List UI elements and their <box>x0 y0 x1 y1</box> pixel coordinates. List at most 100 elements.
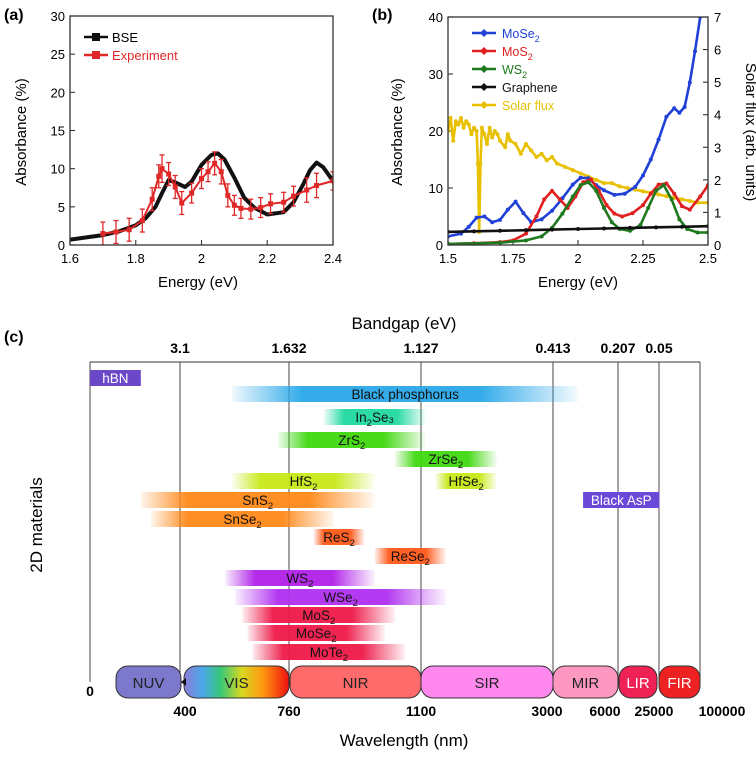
series-point-solar-flux <box>544 158 549 163</box>
material-bar-sns2 <box>140 492 375 508</box>
wavelength-tick-label: 0 <box>86 683 94 699</box>
experiment-point <box>166 171 172 177</box>
series-point-solar-flux <box>503 145 508 150</box>
series-point-ws2 <box>628 228 632 233</box>
series-point-solar-flux <box>602 181 606 186</box>
material-bar-mose2 <box>247 625 385 641</box>
experiment-point <box>100 231 106 237</box>
panel-a-ytick-label: 10 <box>51 162 65 177</box>
series-point-ws2 <box>560 211 565 216</box>
series-point-graphene <box>524 228 528 233</box>
series-point-solar-flux <box>687 199 692 204</box>
series-point-mose2 <box>466 224 471 229</box>
panel-a-ytick-label: 0 <box>58 238 65 253</box>
series-point-solar-flux <box>466 122 471 127</box>
spectrum-region-fir <box>658 665 701 699</box>
series-point-ws2 <box>578 183 583 188</box>
material-bar-black-asp <box>583 492 660 508</box>
material-bar-zrs2 <box>278 432 426 448</box>
panel-a-xlabel: Energy (eV) <box>158 274 238 291</box>
experiment-point <box>314 182 320 188</box>
series-point-mos2 <box>656 182 661 187</box>
series-point-solar-flux <box>656 192 661 197</box>
panel-b-y2tick-label: 0 <box>714 238 721 253</box>
material-bar-hfs2 <box>232 473 375 489</box>
series-point-mose2 <box>578 175 583 180</box>
panel-a-plot-frame <box>69 15 334 246</box>
material-bar-hfse2 <box>435 473 497 489</box>
material-label-black-asp: Black AsP <box>591 493 652 508</box>
material-label-mose2: MoSe2 <box>296 626 337 645</box>
wavelength-tick-label: 3000 <box>531 703 562 719</box>
material-label-sns2: SnS2 <box>242 493 273 512</box>
series-point-ws2 <box>654 188 658 193</box>
series-point-mose2 <box>656 137 661 142</box>
series-point-ws2 <box>677 217 682 222</box>
experiment-point <box>189 190 195 196</box>
panel-a-ytick-label: 5 <box>58 200 65 215</box>
material-label-hfse2: HfSe2 <box>449 474 484 493</box>
panel-a-label: (a) <box>4 7 24 24</box>
series-point-solar-flux <box>487 125 492 130</box>
legend-marker-bse <box>92 33 100 41</box>
panel-a-ytick-label: 30 <box>51 9 65 24</box>
material-label-zrs2: ZrS2 <box>338 433 365 452</box>
material-bar-res2 <box>313 529 365 545</box>
panel-b-xtick-label: 2.25 <box>630 251 655 266</box>
series-point-solar-flux <box>664 194 669 199</box>
series-point-graphene <box>602 226 606 231</box>
series-point-mose2 <box>682 105 687 110</box>
panel-c-gridlines <box>89 361 701 682</box>
legend-label-mos2: MoS2 <box>502 45 533 62</box>
panel-a-series <box>70 151 333 245</box>
experiment-point <box>291 193 297 199</box>
series-point-ws2 <box>586 180 591 185</box>
series-point-mose2 <box>641 173 645 178</box>
spectrum-region-label: VIS <box>224 675 248 692</box>
panel-b-plot-frame <box>447 16 709 246</box>
legend-marker-mose2 <box>480 29 488 37</box>
material-bar-in2se3 <box>323 409 426 425</box>
legend-label-experiment: Experiment <box>112 48 178 63</box>
experiment-point <box>225 192 231 198</box>
series-point-solar-flux <box>508 138 513 143</box>
series-point-graphene <box>654 225 658 230</box>
series-point-solar-flux <box>625 186 630 190</box>
series-point-mose2 <box>648 157 653 162</box>
panel-a-axis-ticks: 1.6 1.8 2 2.2 2.4 0 5 10 15 20 25 30 <box>51 9 343 266</box>
spectrum-region-mir <box>552 665 619 699</box>
spectrum-region-label: NIR <box>343 675 369 692</box>
series-point-mose2 <box>505 207 510 212</box>
experiment-point <box>218 169 224 175</box>
legend-label-ws2: WS2 <box>502 63 527 80</box>
series-point-mos2 <box>630 211 635 216</box>
series-point-mose2 <box>539 217 544 222</box>
series-point-mose2 <box>664 114 669 119</box>
material-bar-mote2 <box>252 644 406 660</box>
series-point-mose2 <box>693 49 697 54</box>
legend-label-solar-flux: Solar flux <box>502 99 555 113</box>
panel-b-y2tick-label: 6 <box>714 43 721 58</box>
series-point-solar-flux <box>448 115 453 120</box>
material-label-in2se3: In2Se₃ <box>355 410 394 429</box>
series-line-solar-flux <box>448 116 708 234</box>
series-point-ws2 <box>646 205 651 210</box>
legend-marker-solar-flux <box>480 101 488 109</box>
series-point-solar-flux <box>469 132 474 137</box>
experiment-point <box>258 205 264 211</box>
bandgap-tick-label: 0.207 <box>600 340 635 356</box>
series-point-mos2 <box>620 214 625 219</box>
panel-a-ytick-label: 15 <box>51 124 65 139</box>
experiment-point <box>113 229 119 235</box>
panel-a-ytick-label: 20 <box>51 85 65 100</box>
series-point-solar-flux <box>594 177 599 182</box>
panel-a-xtick-label: 2 <box>198 251 205 266</box>
series-point-mos2 <box>589 177 593 182</box>
panel-a-legend: BSE Experiment <box>84 30 178 63</box>
panel-b-y2label: Solar flux (arb. units) <box>742 63 756 201</box>
series-point-solar-flux <box>482 132 487 137</box>
spectrum-region-label: FIR <box>667 675 691 692</box>
panel-c-spectrum-regions: NUV VIS NIR SIR MIR LIR FIR <box>115 665 701 699</box>
series-point-solar-flux <box>563 164 567 169</box>
